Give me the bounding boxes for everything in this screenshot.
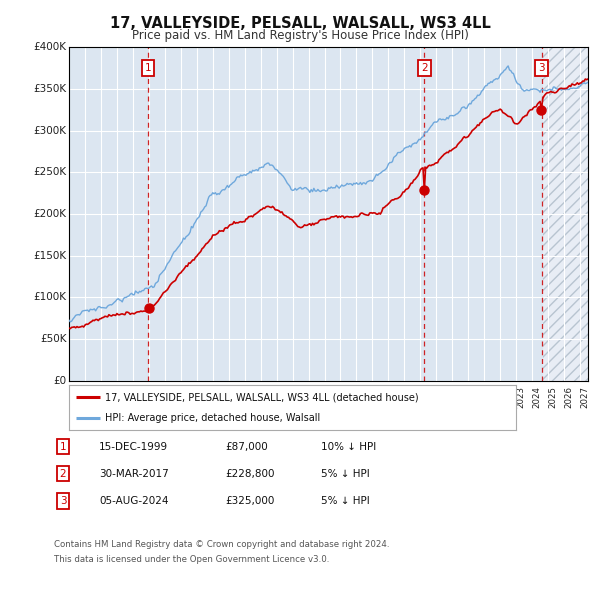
Text: 2022: 2022 [500, 385, 509, 408]
Text: 1: 1 [145, 63, 152, 73]
Text: 1998: 1998 [117, 385, 126, 407]
Text: 1996: 1996 [85, 385, 94, 407]
Text: 17, VALLEYSIDE, PELSALL, WALSALL, WS3 4LL (detached house): 17, VALLEYSIDE, PELSALL, WALSALL, WS3 4L… [105, 392, 418, 402]
Text: 1999: 1999 [133, 385, 142, 407]
Text: £200K: £200K [34, 209, 67, 219]
Text: 15-DEC-1999: 15-DEC-1999 [99, 442, 168, 451]
Text: 1997: 1997 [101, 385, 110, 407]
Text: 2023: 2023 [516, 385, 525, 408]
Text: 2: 2 [59, 469, 67, 478]
Text: £400K: £400K [34, 42, 67, 52]
Text: 30-MAR-2017: 30-MAR-2017 [99, 469, 169, 478]
Text: 2009: 2009 [293, 385, 302, 408]
Text: Contains HM Land Registry data © Crown copyright and database right 2024.: Contains HM Land Registry data © Crown c… [54, 540, 389, 549]
Text: 2003: 2003 [197, 385, 206, 408]
Text: 10% ↓ HPI: 10% ↓ HPI [321, 442, 376, 451]
Text: 2008: 2008 [277, 385, 286, 408]
Text: 2025: 2025 [548, 385, 557, 408]
Text: 2026: 2026 [564, 385, 573, 408]
Text: 2016: 2016 [404, 385, 413, 408]
Text: 2019: 2019 [452, 385, 461, 408]
Text: 2010: 2010 [308, 385, 317, 408]
Text: 2027: 2027 [580, 385, 589, 408]
Text: 2: 2 [421, 63, 428, 73]
Text: 2002: 2002 [181, 385, 190, 408]
Text: HPI: Average price, detached house, Walsall: HPI: Average price, detached house, Wals… [105, 412, 320, 422]
Text: 2001: 2001 [165, 385, 174, 408]
Text: 2020: 2020 [468, 385, 477, 408]
Text: 2021: 2021 [484, 385, 493, 408]
Text: £325,000: £325,000 [225, 496, 274, 506]
Text: 2006: 2006 [245, 385, 254, 408]
Text: 2018: 2018 [436, 385, 445, 408]
Text: £228,800: £228,800 [225, 469, 275, 478]
Text: 2012: 2012 [340, 385, 349, 408]
Text: 05-AUG-2024: 05-AUG-2024 [99, 496, 169, 506]
Text: 2004: 2004 [213, 385, 222, 408]
Text: 3: 3 [538, 63, 545, 73]
Text: £87,000: £87,000 [225, 442, 268, 451]
Text: 1: 1 [59, 442, 67, 451]
Text: 2017: 2017 [421, 385, 430, 408]
Text: £250K: £250K [33, 167, 67, 177]
Text: This data is licensed under the Open Government Licence v3.0.: This data is licensed under the Open Gov… [54, 555, 329, 563]
Text: £0: £0 [53, 376, 67, 385]
Text: £100K: £100K [34, 292, 67, 302]
Text: £150K: £150K [33, 251, 67, 261]
Text: 2011: 2011 [325, 385, 334, 408]
Text: 5% ↓ HPI: 5% ↓ HPI [321, 469, 370, 478]
Text: Price paid vs. HM Land Registry's House Price Index (HPI): Price paid vs. HM Land Registry's House … [131, 30, 469, 42]
Text: 5% ↓ HPI: 5% ↓ HPI [321, 496, 370, 506]
Text: 1995: 1995 [69, 385, 78, 407]
Text: 2013: 2013 [356, 385, 365, 408]
Text: 3: 3 [59, 496, 67, 506]
Text: £300K: £300K [34, 126, 67, 136]
Text: 17, VALLEYSIDE, PELSALL, WALSALL, WS3 4LL: 17, VALLEYSIDE, PELSALL, WALSALL, WS3 4L… [110, 16, 490, 31]
Text: £350K: £350K [33, 84, 67, 94]
Text: 2024: 2024 [532, 385, 541, 408]
Text: 2000: 2000 [149, 385, 158, 408]
Text: 2007: 2007 [260, 385, 269, 408]
Text: £50K: £50K [40, 334, 67, 344]
Text: 2015: 2015 [388, 385, 397, 408]
Text: 2014: 2014 [373, 385, 382, 408]
Text: 2005: 2005 [229, 385, 238, 408]
